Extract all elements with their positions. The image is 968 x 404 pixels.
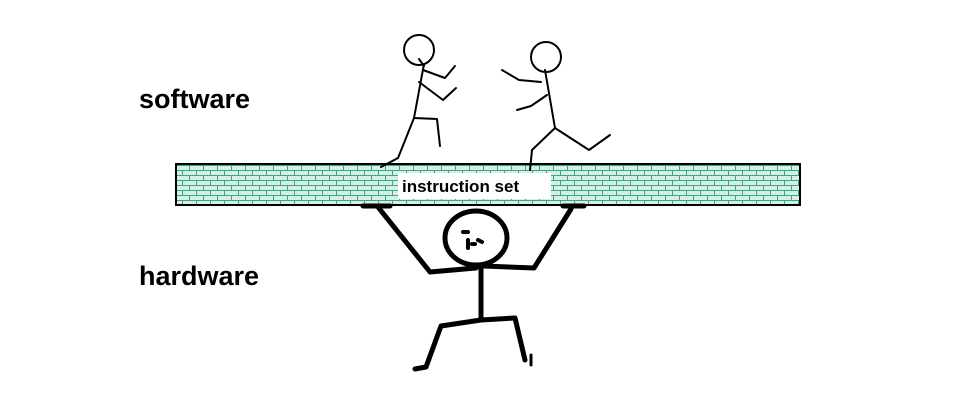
- figure-face: [461, 230, 484, 250]
- figure-leg: [529, 127, 556, 171]
- figure-arm: [418, 81, 457, 101]
- instruction-set-label: instruction set: [402, 177, 519, 196]
- figure-leg: [413, 117, 441, 147]
- figure-leg: [380, 117, 415, 168]
- instruction-set-label-box: [398, 173, 551, 199]
- figure-arm: [480, 206, 574, 271]
- figure-arm: [375, 204, 479, 275]
- figure-leg: [554, 127, 611, 151]
- figure-head: [442, 208, 510, 268]
- hardware-label: hardware: [139, 261, 259, 291]
- figure-head: [403, 34, 435, 66]
- software-figure-left: [380, 34, 457, 168]
- figure-arm: [516, 94, 548, 111]
- hardware-figure: [360, 203, 587, 372]
- figure-head: [530, 41, 562, 73]
- figure-body: [413, 63, 425, 119]
- figure-arm: [501, 69, 542, 83]
- software-figure-right: [501, 41, 611, 171]
- figure-body: [544, 69, 556, 129]
- figure-leg: [412, 317, 484, 372]
- instruction-set-wall: instruction set: [175, 163, 801, 206]
- figure-arm: [422, 65, 456, 79]
- figure-leg: [478, 315, 528, 363]
- software-label: software: [139, 84, 250, 114]
